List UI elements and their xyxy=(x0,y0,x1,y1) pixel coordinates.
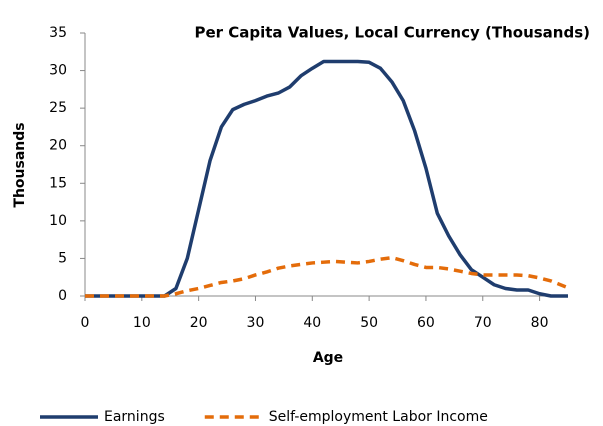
x-tick-label: 60 xyxy=(417,315,435,331)
x-tick-label: 40 xyxy=(303,315,321,331)
y-tick-label: 0 xyxy=(58,288,67,304)
chart-title: Per Capita Values, Local Currency (Thous… xyxy=(194,24,590,42)
x-tick-label: 50 xyxy=(360,315,378,331)
x-tick-label: 80 xyxy=(531,315,549,331)
y-tick-label: 5 xyxy=(58,250,67,266)
y-tick-label: 35 xyxy=(49,25,67,41)
y-tick-label: 20 xyxy=(49,138,67,154)
legend-label: Earnings xyxy=(104,409,165,425)
series-line xyxy=(85,255,569,298)
y-tick-label: 25 xyxy=(49,100,67,116)
x-tick-label: 0 xyxy=(81,315,90,331)
x-tick-label: 20 xyxy=(190,315,208,331)
x-tick-label: 10 xyxy=(133,315,151,331)
y-tick-label: 10 xyxy=(49,213,67,229)
x-tick-label: 30 xyxy=(247,315,265,331)
y-axis-label: Thousands xyxy=(12,122,28,207)
y-tick-label: 15 xyxy=(49,175,67,191)
x-axis-label: Age xyxy=(313,350,343,366)
x-tick-label: 70 xyxy=(474,315,492,331)
y-tick-label: 30 xyxy=(49,63,67,79)
legend-label: Self-employment Labor Income xyxy=(269,409,488,425)
